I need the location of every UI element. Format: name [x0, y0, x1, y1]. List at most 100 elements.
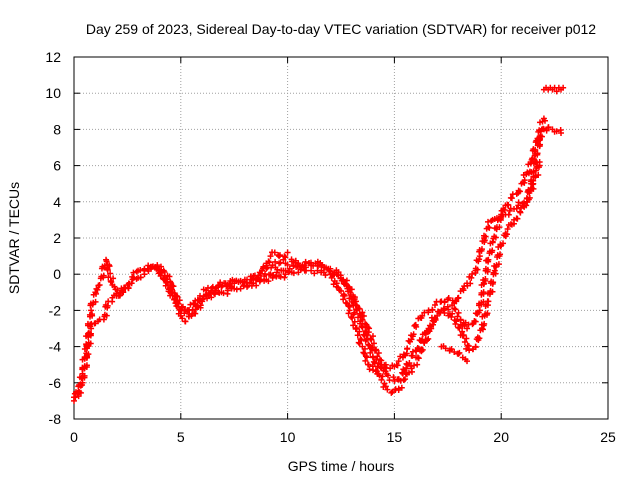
- data-point-interp: [441, 299, 448, 306]
- data-point-interp: [173, 303, 180, 310]
- data-point: [459, 285, 466, 292]
- data-point-interp: [281, 253, 288, 260]
- data-point-interp: [353, 306, 360, 313]
- data-point-interp: [361, 332, 368, 339]
- data-point-interp: [344, 300, 351, 307]
- data-point: [455, 294, 462, 301]
- data-point-interp: [398, 384, 405, 391]
- data-point-interp: [538, 126, 545, 133]
- y-tick-label: -4: [49, 339, 62, 355]
- data-point: [391, 377, 398, 384]
- data-point: [446, 347, 453, 354]
- data-point-interp: [361, 350, 368, 357]
- y-tick-label: 4: [53, 194, 61, 210]
- data-point-interp: [363, 354, 370, 361]
- data-point-interp: [386, 377, 393, 384]
- data-point-interp: [302, 264, 309, 271]
- data-point: [540, 115, 547, 122]
- data-point: [318, 262, 325, 269]
- data-point: [105, 298, 112, 305]
- data-point: [331, 269, 338, 276]
- data-point: [412, 321, 419, 328]
- data-point: [404, 345, 411, 352]
- data-point: [96, 282, 103, 289]
- data-point: [197, 292, 204, 299]
- data-point: [387, 365, 394, 372]
- data-point-interp: [93, 285, 100, 292]
- data-point: [491, 267, 498, 274]
- data-point: [536, 158, 543, 165]
- data-point: [333, 280, 340, 287]
- y-tick-label: 0: [53, 266, 61, 282]
- data-point: [216, 282, 223, 289]
- data-point-interp: [369, 333, 376, 340]
- data-point: [442, 345, 449, 352]
- data-point-interp: [166, 288, 173, 295]
- data-point: [171, 296, 178, 303]
- data-point-interp: [502, 230, 509, 237]
- data-point: [378, 361, 385, 368]
- data-point: [434, 312, 441, 319]
- data-point-interp: [266, 259, 273, 266]
- data-point: [498, 211, 505, 218]
- data-point: [92, 289, 99, 296]
- data-point: [301, 267, 308, 274]
- data-point-interp: [526, 194, 533, 201]
- data-point-interp: [359, 324, 366, 331]
- data-point: [382, 383, 389, 390]
- data-point: [179, 303, 186, 310]
- data-point: [100, 316, 107, 323]
- data-point: [427, 325, 434, 332]
- data-point: [523, 198, 530, 205]
- data-point: [485, 224, 492, 231]
- data-point: [273, 269, 280, 276]
- data-point-interp: [194, 296, 201, 303]
- data-point-interp: [491, 233, 498, 240]
- x-tick-label: 20: [493, 429, 509, 445]
- data-point-interp: [362, 357, 369, 364]
- data-point: [261, 273, 268, 280]
- data-point-interp: [474, 334, 481, 341]
- data-point-interp: [272, 258, 279, 265]
- data-point-interp: [457, 321, 464, 328]
- y-tick-label: -6: [49, 375, 62, 391]
- y-tick-label: -2: [49, 302, 62, 318]
- data-point: [431, 301, 438, 308]
- data-point: [395, 387, 402, 394]
- data-point: [408, 336, 415, 343]
- data-point: [476, 253, 483, 260]
- data-point-interp: [101, 311, 108, 318]
- data-point-interp: [119, 288, 126, 295]
- data-point-interp: [484, 310, 491, 317]
- data-point-interp: [356, 328, 363, 335]
- data-point: [299, 262, 306, 269]
- data-point-interp: [351, 295, 358, 302]
- data-point: [421, 339, 428, 346]
- data-point-interp: [384, 386, 391, 393]
- data-point-interp: [469, 321, 476, 328]
- data-point: [224, 287, 231, 294]
- data-point-interp: [482, 275, 489, 282]
- data-point-interp: [83, 353, 90, 360]
- data-point-interp: [84, 320, 91, 327]
- data-point-interp: [482, 265, 489, 272]
- x-tick-label: 10: [280, 429, 296, 445]
- data-point: [502, 202, 509, 209]
- data-point-interp: [418, 346, 425, 353]
- data-point-interp: [311, 270, 318, 277]
- data-point: [276, 260, 283, 267]
- data-point: [440, 307, 447, 314]
- data-point-interp: [197, 302, 204, 309]
- data-point-interp: [130, 269, 137, 276]
- x-tick-label: 25: [600, 429, 616, 445]
- data-point-interp: [456, 325, 463, 332]
- data-point-interp: [452, 306, 459, 313]
- data-point: [231, 285, 238, 292]
- data-point: [135, 274, 142, 281]
- data-point: [466, 347, 473, 354]
- data-point-interp: [390, 374, 397, 381]
- data-point-interp: [489, 247, 496, 254]
- data-point-interp: [437, 309, 444, 316]
- data-point-interp: [405, 369, 412, 376]
- data-point-interp: [104, 266, 111, 273]
